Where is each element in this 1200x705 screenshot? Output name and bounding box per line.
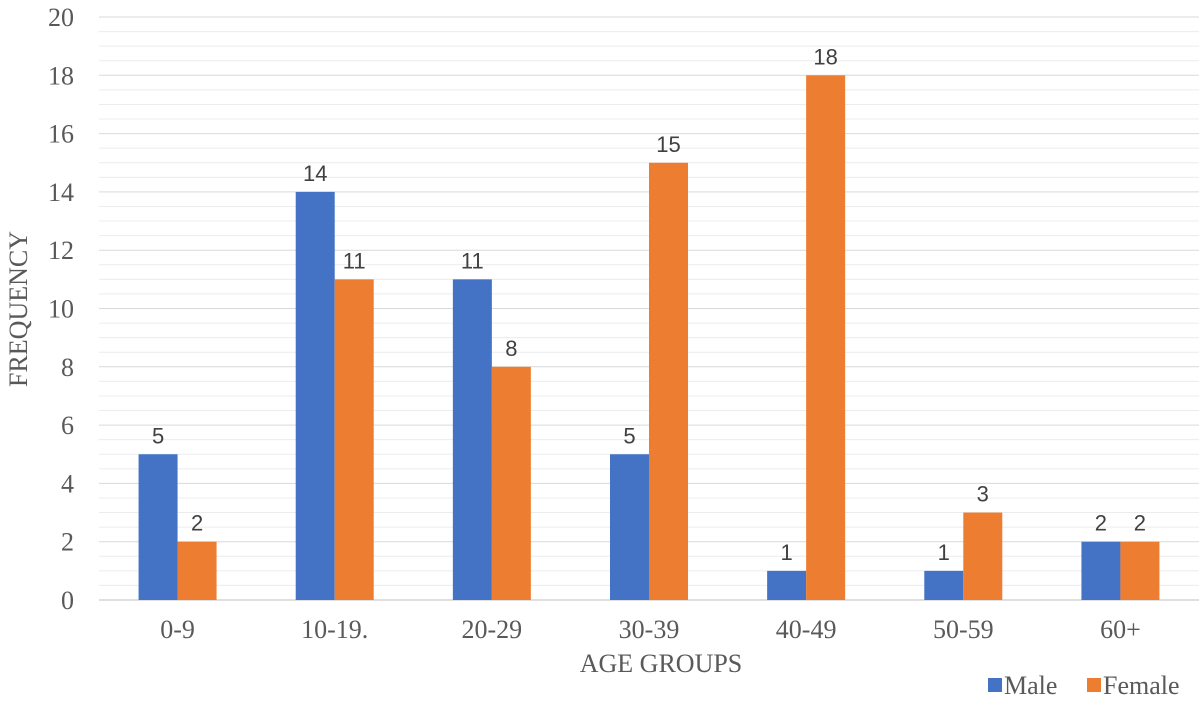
bar-male-40-49 — [767, 570, 807, 600]
legend: Male Female — [988, 671, 1180, 700]
x-tick-label: 0-9 — [160, 615, 195, 644]
y-tick-label: 14 — [48, 178, 74, 207]
x-tick-label: 10-19. — [301, 615, 368, 644]
data-label-female: 8 — [505, 336, 517, 361]
y-tick-label: 12 — [48, 236, 74, 265]
y-tick-label: 18 — [48, 61, 74, 90]
bar-female-20-29 — [491, 366, 531, 600]
legend-female-label: Female — [1103, 671, 1180, 700]
bar-male-0-9 — [138, 454, 178, 600]
bar-male-10-19. — [295, 191, 335, 600]
y-tick-label: 20 — [48, 3, 74, 32]
legend-female-swatch — [1087, 678, 1101, 692]
x-tick-label: 40-49 — [776, 615, 837, 644]
legend-male-label: Male — [1004, 671, 1057, 700]
bar-male-20-29 — [452, 279, 492, 600]
y-axis-ticks: 0 2 4 6 8 10 12 14 16 18 20 — [48, 3, 74, 615]
bar-female-10-19. — [334, 279, 374, 600]
bar-female-40-49 — [806, 75, 846, 601]
y-axis-title: FREQUENCY — [4, 231, 33, 387]
x-axis-title: AGE GROUPS — [580, 649, 743, 678]
x-axis-ticks: 0-9 10-19. 20-29 30-39 40-49 50-59 60+ — [160, 615, 1141, 644]
data-label-female: 15 — [656, 132, 680, 157]
data-label-female: 18 — [813, 44, 837, 69]
y-tick-label: 6 — [61, 411, 74, 440]
y-tick-label: 10 — [48, 295, 74, 324]
data-label-male: 1 — [781, 540, 793, 565]
data-label-female: 2 — [1134, 511, 1146, 536]
data-label-male: 11 — [461, 248, 484, 273]
y-tick-label: 16 — [48, 120, 74, 149]
bar-female-0-9 — [177, 541, 217, 600]
bars — [138, 75, 1160, 601]
bar-male-50-59 — [924, 570, 964, 600]
data-label-female: 2 — [191, 511, 203, 536]
bar-female-50-59 — [963, 512, 1003, 600]
data-label-male: 2 — [1095, 511, 1107, 536]
y-tick-label: 0 — [61, 586, 74, 615]
x-tick-label: 30-39 — [619, 615, 680, 644]
x-tick-label: 50-59 — [933, 615, 994, 644]
y-tick-label: 2 — [61, 528, 74, 557]
bar-male-60+ — [1081, 541, 1121, 600]
bar-female-60+ — [1120, 541, 1160, 600]
bar-male-30-39 — [610, 454, 649, 600]
data-label-female: 3 — [977, 482, 989, 507]
x-tick-label: 60+ — [1100, 615, 1141, 644]
data-label-male: 5 — [152, 423, 164, 448]
data-label-male: 14 — [303, 161, 327, 186]
data-label-male: 5 — [623, 423, 635, 448]
bar-female-30-39 — [649, 162, 688, 600]
x-tick-label: 20-29 — [462, 615, 523, 644]
data-label-male: 1 — [938, 540, 950, 565]
y-tick-label: 4 — [61, 469, 74, 498]
y-tick-label: 8 — [61, 353, 74, 382]
legend-male-swatch — [988, 678, 1002, 692]
data-label-female: 11 — [343, 248, 366, 273]
